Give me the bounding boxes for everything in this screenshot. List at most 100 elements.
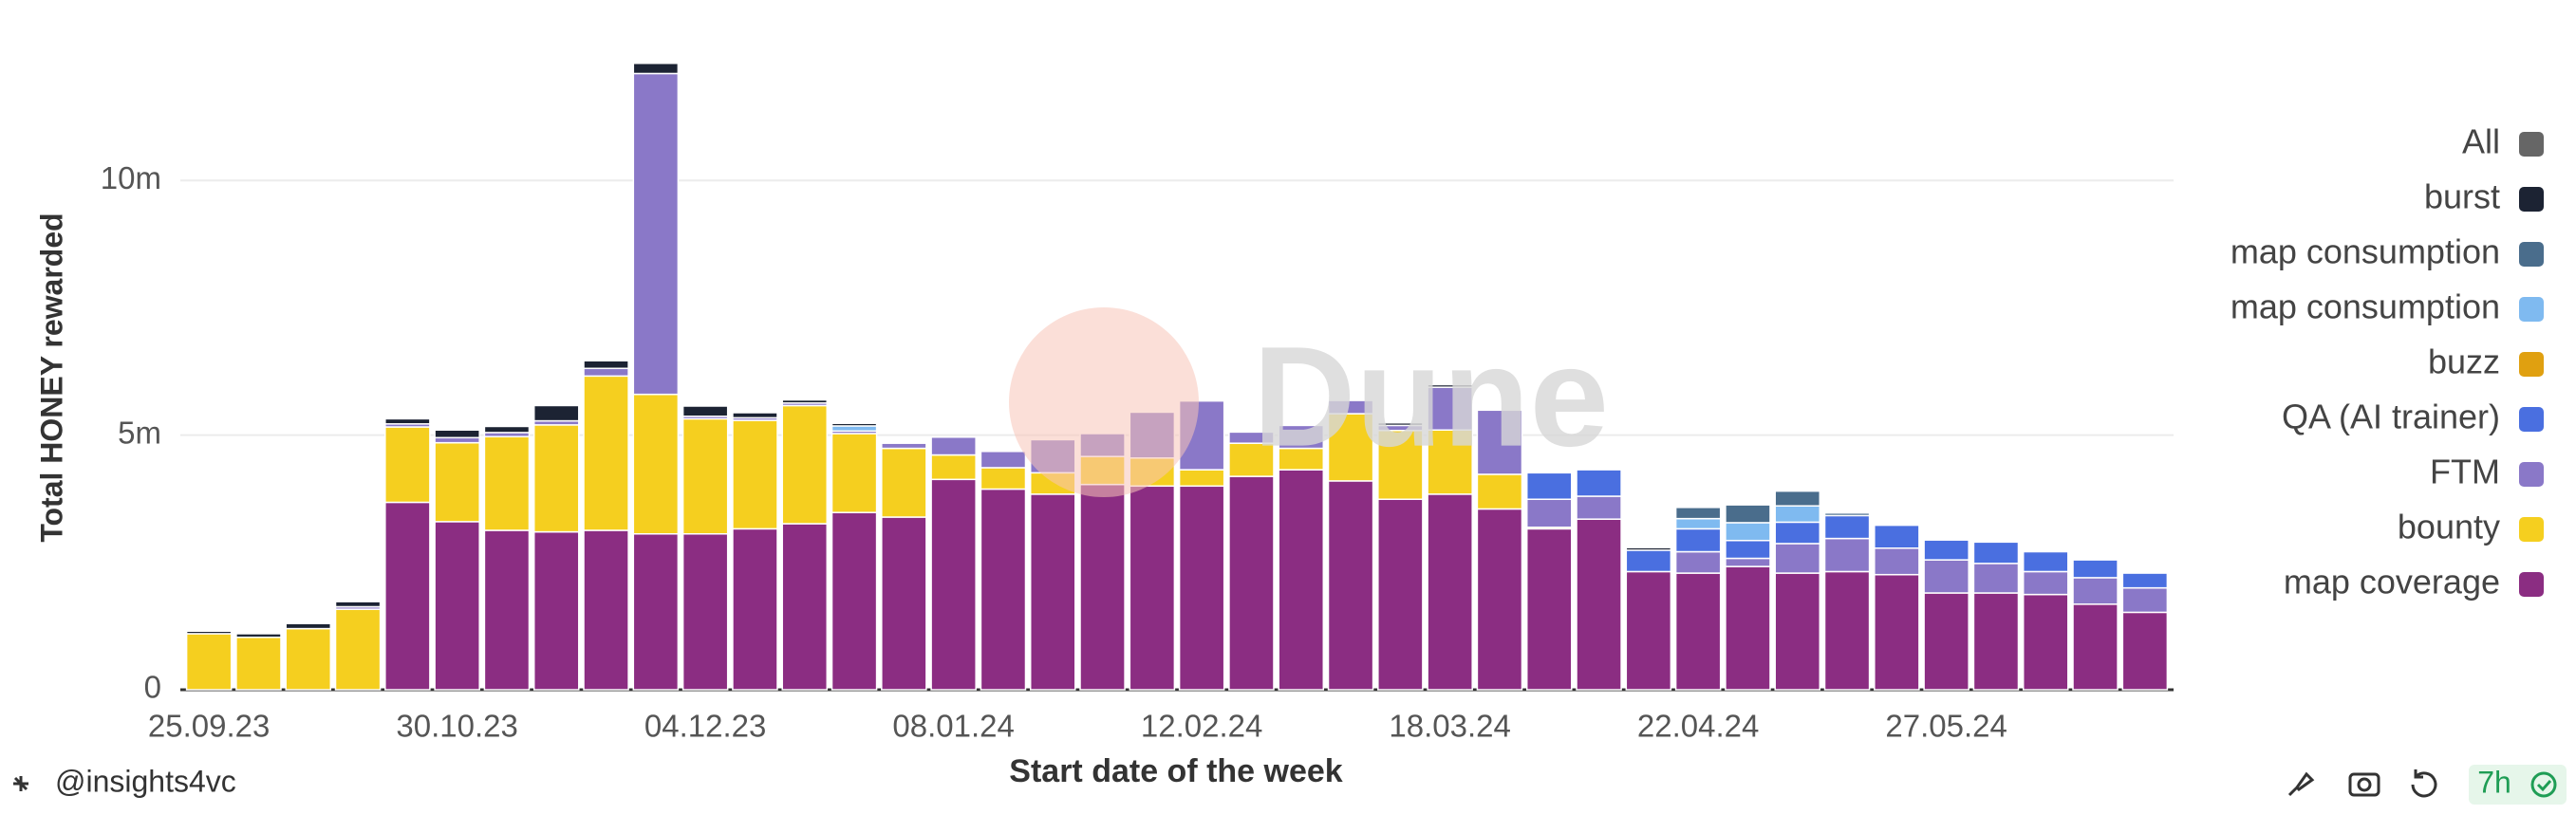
legend-swatch[interactable]: [2519, 462, 2544, 487]
bar-segment: [483, 529, 531, 691]
bar-segment: [235, 636, 282, 691]
bar-segment: [1874, 573, 1920, 691]
bar-segment: [1327, 413, 1374, 482]
bar-segment: [1774, 543, 1821, 574]
bar-segment: [583, 529, 629, 691]
bar-segment: [2022, 593, 2069, 691]
bar-segment: [1525, 498, 1573, 528]
bar-segment: [1923, 592, 1969, 691]
bar-segment: [1178, 469, 1225, 488]
bar-segment: [1725, 565, 1771, 691]
refresh-check-mark: [2536, 780, 2552, 792]
legend-swatch[interactable]: [2519, 352, 2544, 377]
author[interactable]: @insights4vc: [13, 764, 236, 798]
legend-label[interactable]: All: [2462, 122, 2500, 161]
bar-segment: [2072, 577, 2119, 605]
bar-segment: [334, 608, 382, 691]
y-tick-label: 10m: [101, 160, 161, 195]
bar-segment: [980, 467, 1027, 491]
bar-segment: [1874, 547, 1920, 576]
bar-segment: [1674, 507, 1722, 520]
bar-segment: [1525, 528, 1573, 691]
bar-segment: [334, 601, 382, 608]
bar-segment: [980, 488, 1027, 691]
legend-label[interactable]: bounty: [2398, 508, 2500, 546]
bar-segment: [1427, 386, 1473, 431]
bar-segment: [831, 511, 878, 691]
bar-segment: [831, 422, 878, 427]
y-tick-label: 5m: [118, 415, 161, 450]
legend-swatch[interactable]: [2519, 132, 2544, 157]
bar-segment: [1228, 431, 1275, 444]
bar-segment: [285, 622, 332, 630]
author-name[interactable]: @insights4vc: [55, 764, 236, 798]
watermark-logo: [1009, 307, 1199, 497]
refresh-icon[interactable]: [2411, 769, 2437, 798]
legend-label[interactable]: buzz: [2428, 342, 2500, 381]
bar-segment: [384, 426, 431, 504]
legend-label[interactable]: map coverage: [2284, 563, 2500, 602]
bar-segment: [583, 375, 629, 531]
bar-segment: [2072, 603, 2119, 691]
legend-label[interactable]: QA (AI trainer): [2282, 398, 2500, 436]
toolbar: [2287, 765, 2567, 805]
legend-swatch[interactable]: [2519, 297, 2544, 322]
bar-segment: [1674, 550, 1722, 574]
bar-segment: [1377, 430, 1424, 500]
bar-segment: [434, 436, 480, 444]
bar-segment: [1972, 592, 2020, 691]
bar-segment: [2022, 550, 2069, 573]
bar-segment: [583, 367, 629, 378]
bar-segment: [1725, 504, 1771, 524]
bar-segment: [1476, 473, 1523, 510]
bar-segment: [1476, 508, 1523, 691]
bar-segment: [681, 405, 729, 417]
x-tick-label: 27.05.24: [1885, 709, 2007, 744]
bar-segment: [1774, 490, 1821, 507]
bar-segment: [1278, 469, 1325, 691]
bar-segment: [285, 627, 332, 691]
bar-segment: [1823, 511, 1871, 517]
bar-segment: [583, 360, 629, 370]
legend-label[interactable]: FTM: [2430, 453, 2500, 491]
author-icon: [13, 776, 28, 791]
bar-segment: [483, 435, 531, 531]
bar-segment: [1228, 475, 1275, 691]
bar-segment: [532, 404, 580, 422]
bar-segment: [434, 521, 480, 691]
bar-segment: [1823, 514, 1871, 540]
legend-swatch[interactable]: [2519, 187, 2544, 212]
bar-segment: [1576, 469, 1622, 497]
legend-swatch[interactable]: [2519, 242, 2544, 267]
bar-segment: [532, 424, 580, 533]
legend-label[interactable]: map consumption: [2231, 232, 2500, 271]
legend-swatch[interactable]: [2519, 517, 2544, 542]
y-axis-title: Total HONEY rewarded: [34, 213, 68, 542]
legend-swatch[interactable]: [2519, 407, 2544, 432]
bar-segment: [781, 404, 829, 525]
bar-segment: [1774, 521, 1821, 545]
y-tick-label: 0: [144, 670, 161, 705]
legend-swatch[interactable]: [2519, 572, 2544, 597]
bar-segment: [185, 630, 233, 635]
legend-label[interactable]: map consumption: [2231, 287, 2500, 326]
bar-segment: [930, 478, 977, 691]
bar-segment: [632, 72, 680, 396]
bar-segment: [2121, 586, 2169, 614]
bar-segment: [681, 532, 729, 691]
bar-segment: [1823, 537, 1871, 573]
bar-segment: [1327, 480, 1374, 691]
embed-icon[interactable]: [2287, 771, 2315, 797]
bar-segment: [732, 412, 778, 419]
bar-segment: [1972, 541, 2020, 565]
bar-segment: [1525, 472, 1573, 500]
bar-segment: [185, 633, 233, 691]
refresh-check: [2530, 771, 2557, 798]
screenshot-icon[interactable]: [2348, 772, 2380, 797]
bar-segment: [1576, 495, 1622, 520]
bar-segment: [1129, 485, 1176, 691]
bar-segment: [1377, 498, 1424, 691]
legend-label[interactable]: burst: [2424, 177, 2500, 216]
bar-segment: [930, 435, 977, 456]
